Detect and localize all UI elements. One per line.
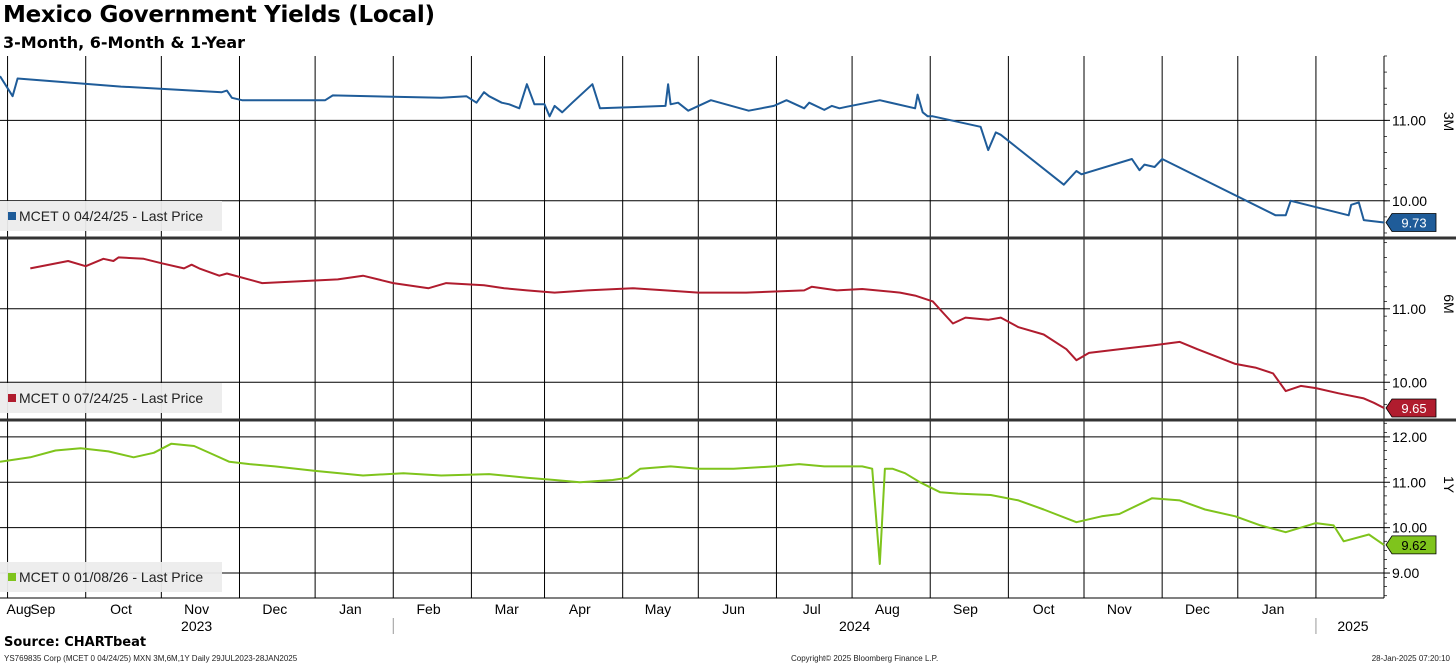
legend-swatch: [8, 573, 16, 581]
series-line-3m: [0, 75, 1385, 224]
x-year-label: 2024: [839, 618, 870, 634]
y-tick-label: 9.00: [1392, 565, 1419, 581]
series-line-6m: [30, 256, 1385, 409]
x-month-label: Dec: [262, 601, 287, 617]
x-month-label: Mar: [495, 601, 519, 617]
x-month-label: Nov: [1107, 601, 1132, 617]
last-value-label: 9.62: [1401, 538, 1426, 553]
x-month-label: Apr: [569, 601, 591, 617]
last-value-tag: [1385, 213, 1437, 232]
legend-swatch: [8, 212, 16, 220]
panel-6m: 11.00 10.00 6M 9.65 MCET 0 07/24/25 - Last P…: [0, 239, 1456, 420]
last-value-tag: [1385, 535, 1437, 555]
x-month-label: Jan: [1262, 601, 1285, 617]
x-year-label: 2023: [181, 618, 212, 634]
y-tick-label: 11.00: [1392, 112, 1426, 128]
y-tick-label: 11.00: [1392, 474, 1426, 490]
x-year-label: 2025: [1337, 618, 1368, 634]
panel-1y: 12.00 11.00 10.00 9.00 1Y 9.62 MCET 0 01/08/26…: [0, 421, 1456, 598]
chart-subtitle: 3-Month, 6-Month & 1-Year: [3, 33, 246, 52]
legend-box: [0, 562, 222, 592]
x-month-label: Aug: [7, 601, 32, 617]
legend-label: MCET 0 01/08/26 - Last Price: [19, 569, 203, 585]
x-month-label: Oct: [110, 601, 132, 617]
series-line-1y: [0, 442, 1385, 565]
x-month-label: May: [645, 601, 671, 617]
y-tick-label: 10.00: [1392, 374, 1427, 390]
legend-box: [0, 383, 222, 413]
x-month-label: Sep: [953, 601, 978, 617]
footer-copyright: Copyright© 2025 Bloomberg Finance L.P.: [791, 654, 939, 663]
legend-label: MCET 0 07/24/25 - Last Price: [19, 390, 203, 406]
y-axis-label-3m: 3M: [1441, 112, 1456, 131]
y-tick-label: 11.00: [1392, 301, 1426, 317]
source-note: Source: CHARTbeat: [4, 635, 147, 650]
y-axis-label-6m: 6M: [1441, 294, 1456, 313]
footer-timestamp: 28-Jan-2025 07:20:10: [1371, 654, 1450, 663]
y-tick-label: 12.00: [1392, 429, 1427, 445]
x-month-label: Oct: [1033, 601, 1055, 617]
x-month-label: Dec: [1185, 601, 1210, 617]
legend-box: [0, 201, 222, 231]
panel-3m: 11.00 10.00 3M 9.73 MCET 0 04/24/25 - Last P…: [0, 55, 1456, 237]
legend-label: MCET 0 04/24/25 - Last Price: [19, 208, 203, 224]
x-month-label: Nov: [184, 601, 209, 617]
x-month-label: Jul: [803, 601, 821, 617]
x-month-label: Aug: [875, 601, 900, 617]
x-month-label: Feb: [416, 601, 440, 617]
x-month-label: Jan: [339, 601, 362, 617]
x-month-label: Jun: [722, 601, 745, 617]
y-axis-label-1y: 1Y: [1441, 476, 1456, 494]
footer-ticker-info: YS769835 Corp (MCET 0 04/24/25) MXN 3M,6…: [4, 654, 298, 663]
chart-title: Mexico Government Yields (Local): [3, 2, 435, 28]
last-value-tag: [1385, 398, 1437, 418]
y-tick-label: 10.00: [1392, 193, 1427, 209]
last-value-label: 9.65: [1401, 401, 1426, 416]
legend-swatch: [8, 394, 16, 402]
y-tick-label: 10.00: [1392, 520, 1427, 536]
x-month-label: Sep: [30, 601, 55, 617]
last-value-label: 9.73: [1401, 216, 1426, 231]
